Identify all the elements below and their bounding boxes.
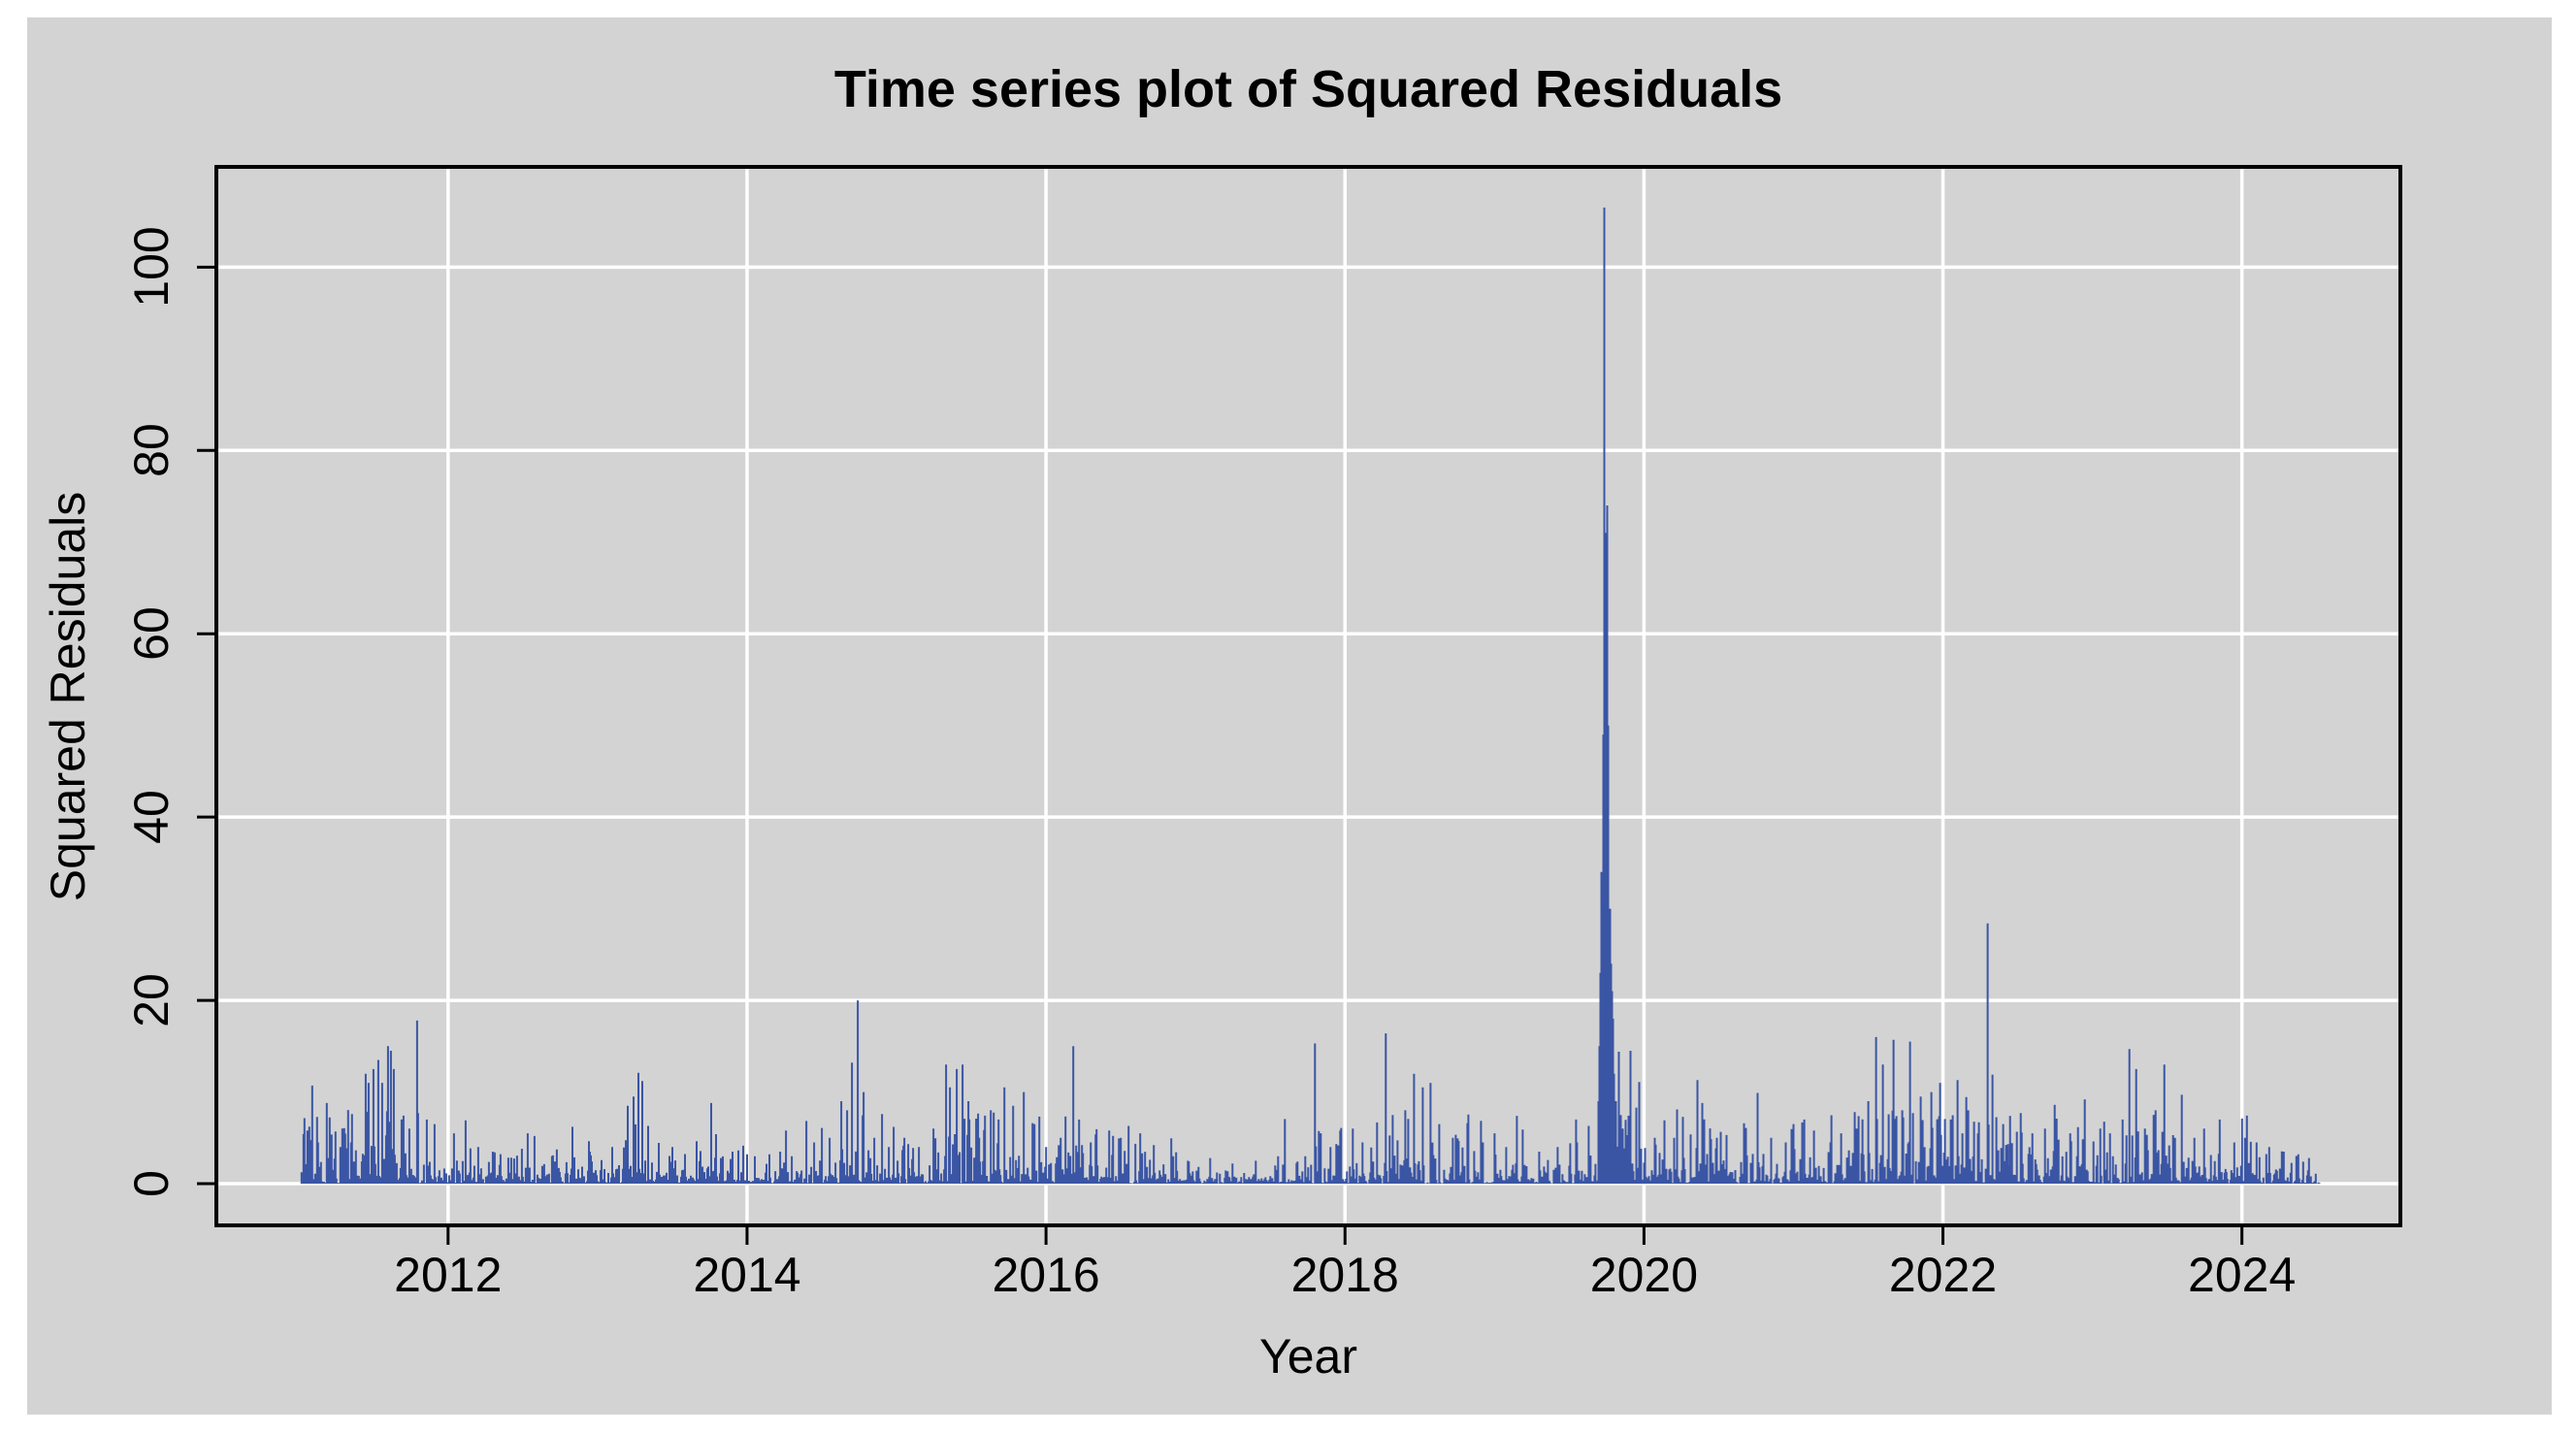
y-tick-label: 20 [124, 973, 179, 1027]
y-tick-label: 0 [124, 1170, 179, 1197]
chart-title: Time series plot of Squared Residuals [833, 60, 1783, 118]
y-axis-title: Squared Residuals [41, 491, 95, 901]
x-tick-label: 2014 [693, 1248, 801, 1302]
axis-tick-marks [197, 265, 2244, 1245]
x-axis-title: Year [1258, 1329, 1358, 1384]
y-tick-label: 80 [124, 423, 179, 478]
y-tick-label: 40 [124, 790, 179, 844]
squared-residuals-series [300, 207, 2321, 1184]
gridlines [216, 167, 2400, 1225]
x-tick-label: 2024 [2188, 1248, 2297, 1302]
x-tick-label: 2016 [992, 1248, 1100, 1302]
plot-box-border [214, 165, 2402, 1227]
x-tick-label: 2020 [1589, 1248, 1699, 1302]
x-tick-label: 2012 [394, 1248, 503, 1302]
x-tick-label: 2022 [1888, 1248, 1998, 1302]
x-tick-label: 2018 [1290, 1248, 1399, 1302]
y-tick-label: 60 [124, 606, 179, 662]
y-tick-label: 100 [124, 226, 179, 309]
